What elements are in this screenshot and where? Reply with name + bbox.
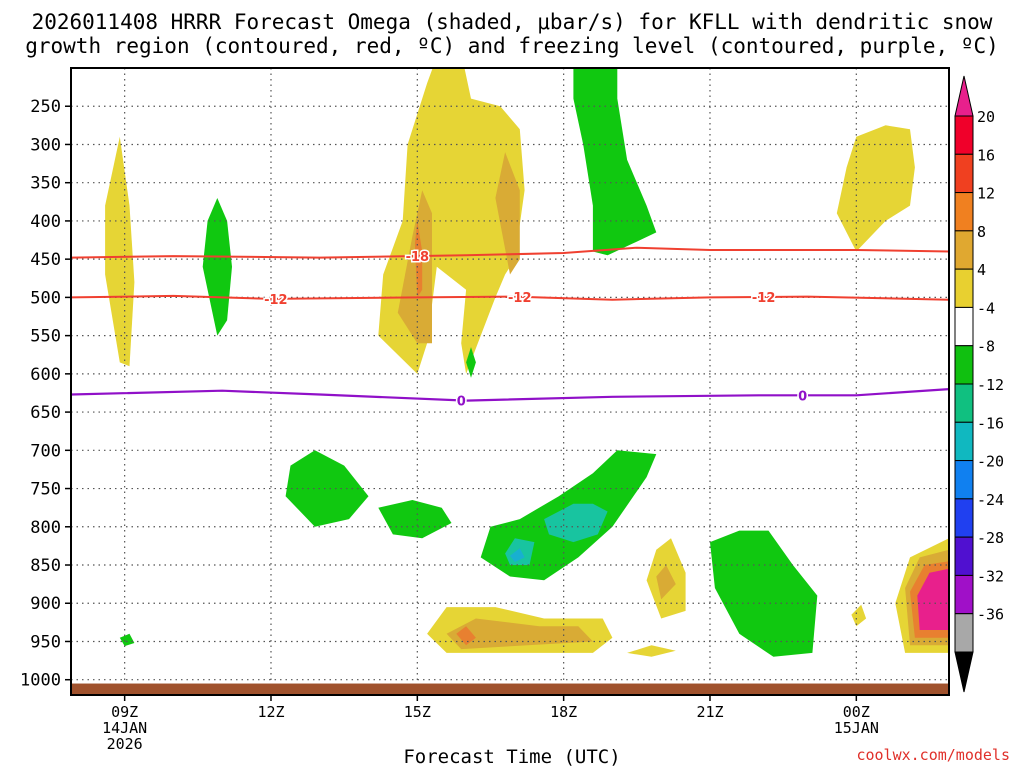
omega-region bbox=[710, 530, 818, 657]
plot-frame bbox=[70, 67, 950, 696]
colorbar-swatch bbox=[954, 230, 974, 270]
colorbar-label: 8 bbox=[977, 223, 986, 241]
colorbar-label: -12 bbox=[977, 376, 1004, 394]
x-tick-label: 15JAN bbox=[834, 719, 879, 737]
colorbar-label: 4 bbox=[977, 261, 986, 279]
omega-region bbox=[656, 565, 676, 600]
colorbar-swatch bbox=[954, 498, 974, 538]
colorbar-label: 16 bbox=[977, 146, 995, 164]
y-tick-label: 350 bbox=[30, 174, 61, 194]
colorbar-label: 12 bbox=[977, 185, 995, 203]
omega-region bbox=[917, 568, 949, 630]
chart-title-line1: 2026011408 HRRR Forecast Omega (shaded, … bbox=[31, 10, 993, 34]
colorbar-label: -32 bbox=[977, 567, 1004, 585]
omega-region bbox=[510, 548, 525, 562]
y-tick-label: 1000 bbox=[20, 671, 61, 691]
colorbar-over-arrow bbox=[954, 75, 974, 117]
omega-region bbox=[836, 125, 915, 252]
colorbar-swatch bbox=[954, 268, 974, 308]
y-tick-label: 850 bbox=[30, 556, 61, 576]
omega-region bbox=[202, 198, 232, 336]
omega-region bbox=[851, 604, 867, 627]
colorbar-swatch bbox=[954, 613, 974, 653]
colorbar-swatch bbox=[954, 460, 974, 500]
colorbar-swatch bbox=[954, 306, 974, 347]
y-tick-label: 550 bbox=[30, 327, 61, 347]
colorbar-label: -24 bbox=[977, 491, 1004, 509]
x-tick-label: 2026 bbox=[107, 735, 143, 753]
y-tick-label: 300 bbox=[30, 135, 61, 155]
colorbar-swatch bbox=[954, 115, 974, 155]
y-tick-label: 950 bbox=[30, 632, 61, 652]
contour-label: -12 bbox=[752, 291, 776, 306]
omega-region bbox=[285, 450, 369, 527]
x-tick-label: 09Z bbox=[111, 703, 138, 721]
freezing-label: 0 bbox=[457, 394, 466, 409]
x-tick-label: 21Z bbox=[696, 703, 723, 721]
y-tick-label: 900 bbox=[30, 594, 61, 614]
colorbar-swatch bbox=[954, 536, 974, 576]
colorbar-swatch bbox=[954, 574, 974, 615]
contour-label: -12 bbox=[508, 291, 532, 306]
colorbar-label: -16 bbox=[977, 414, 1004, 432]
omega-region bbox=[544, 503, 608, 543]
colorbar-swatch bbox=[954, 421, 974, 462]
x-tick-label: 14JAN bbox=[102, 719, 147, 737]
terrain-band bbox=[71, 683, 949, 695]
y-tick-label: 250 bbox=[30, 97, 61, 117]
source-credit: coolwx.com/models bbox=[856, 746, 1010, 764]
omega-region bbox=[397, 190, 432, 344]
colorbar-label: -8 bbox=[977, 338, 995, 356]
omega-region bbox=[627, 645, 676, 657]
x-tick-label: 18Z bbox=[550, 703, 577, 721]
colorbar-label: -36 bbox=[977, 606, 1004, 624]
plot-area: -18 -12 -12 -12 0 0 bbox=[71, 68, 949, 695]
colorbar-label: 20 bbox=[977, 108, 995, 126]
colorbar-swatch bbox=[954, 383, 974, 423]
colorbar: 20 16 12 8 4 -4 -8 -12 -16 -20 -24 -28 -32 -36 bbox=[954, 75, 1004, 693]
y-tick-label: 650 bbox=[30, 403, 61, 423]
y-tick-label: 600 bbox=[30, 365, 61, 385]
omega-region bbox=[573, 68, 657, 256]
y-tick-label: 400 bbox=[30, 212, 61, 232]
colorbar-under-arrow bbox=[954, 651, 974, 693]
omega-region bbox=[105, 136, 135, 367]
freezing-label: 0 bbox=[798, 389, 807, 404]
y-tick-label: 800 bbox=[30, 518, 61, 538]
omega-region bbox=[466, 347, 476, 378]
freezing-level-contour bbox=[71, 388, 949, 402]
colorbar-swatch bbox=[954, 153, 974, 194]
y-tick-label: 450 bbox=[30, 250, 61, 270]
omega-region bbox=[378, 500, 452, 539]
colorbar-label: -28 bbox=[977, 529, 1004, 547]
y-tick-label: 750 bbox=[30, 480, 61, 500]
dendritic-contour bbox=[71, 246, 949, 259]
dendritic-contour bbox=[71, 294, 949, 301]
colorbar-swatch bbox=[954, 192, 974, 232]
x-tick-label: 15Z bbox=[404, 703, 431, 721]
x-tick-label: 12Z bbox=[257, 703, 284, 721]
colorbar-label: -4 bbox=[977, 299, 995, 317]
omega-region bbox=[456, 626, 476, 646]
x-tick-label: 00Z bbox=[843, 703, 870, 721]
colorbar-label: -20 bbox=[977, 453, 1004, 471]
y-tick-label: 500 bbox=[30, 288, 61, 308]
contour-label: -18 bbox=[406, 250, 430, 265]
y-tick-label: 700 bbox=[30, 441, 61, 461]
omega-region bbox=[119, 633, 135, 647]
x-axis-label: Forecast Time (UTC) bbox=[403, 746, 621, 768]
chart-title-line2: growth region (contoured, red, ºC) and f… bbox=[25, 34, 999, 58]
colorbar-swatch bbox=[954, 345, 974, 385]
contour-label: -12 bbox=[264, 293, 288, 308]
